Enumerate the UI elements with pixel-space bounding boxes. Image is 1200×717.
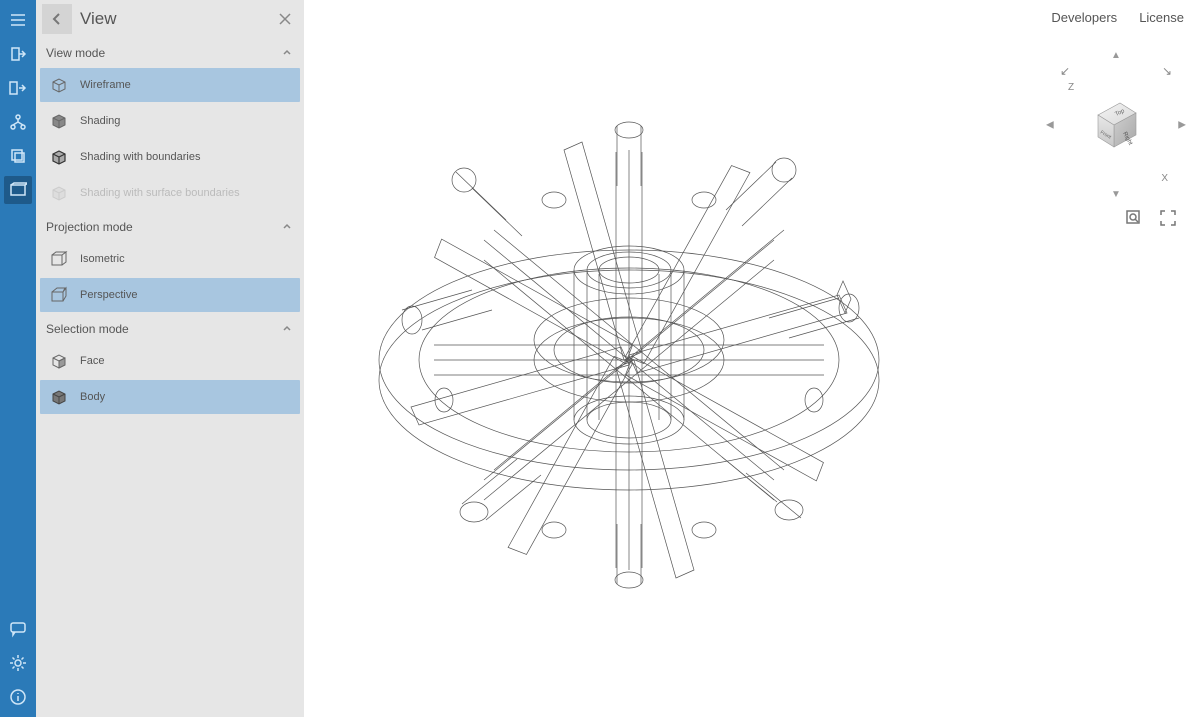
nav-right-icon[interactable]: ▶: [1178, 120, 1186, 131]
left-rail: [0, 0, 36, 717]
chevron-up-icon: [282, 220, 292, 234]
zoom-fit-icon[interactable]: [1124, 208, 1144, 228]
import-icon[interactable]: [4, 40, 32, 68]
body-sel-icon: [48, 386, 70, 408]
panel-title: View: [80, 9, 117, 29]
close-icon[interactable]: [276, 10, 294, 28]
cube-wire-icon: [48, 74, 70, 96]
option-label: Isometric: [80, 253, 125, 265]
cube-surf-icon: [48, 182, 70, 204]
section-selection-mode[interactable]: Selection mode: [36, 314, 304, 344]
fullscreen-icon[interactable]: [1158, 208, 1178, 228]
view-tools: [1124, 208, 1178, 228]
nav-rotate-cw-icon[interactable]: ↘: [1162, 64, 1172, 78]
option-isometric[interactable]: Isometric: [40, 242, 300, 276]
info-icon[interactable]: [4, 683, 32, 711]
chat-icon[interactable]: [4, 615, 32, 643]
axis-z-label: Z: [1068, 82, 1074, 93]
view-panel: View View mode Wireframe Shading: [36, 0, 304, 717]
box-persp-icon: [48, 284, 70, 306]
nav-down-icon[interactable]: ▼: [1111, 189, 1121, 200]
cube-edge-icon: [48, 146, 70, 168]
navcube-cube[interactable]: Top Right Front: [1088, 95, 1144, 151]
option-perspective[interactable]: Perspective: [40, 278, 300, 312]
section-title: View mode: [46, 46, 105, 60]
face-sel-icon: [48, 350, 70, 372]
option-label: Shading with boundaries: [80, 151, 200, 163]
option-label: Face: [80, 355, 104, 367]
section-title: Projection mode: [46, 220, 133, 234]
back-button[interactable]: [42, 4, 72, 34]
option-body[interactable]: Body: [40, 380, 300, 414]
option-label: Perspective: [80, 289, 137, 301]
navcube: ▲ ▼ ◀ ▶ ↙ ↘ Z X Top Right: [1046, 50, 1186, 200]
nav-left-icon[interactable]: ◀: [1046, 120, 1054, 131]
export-icon[interactable]: [4, 74, 32, 102]
top-links: Developers License: [1051, 10, 1184, 25]
option-label: Body: [80, 391, 105, 403]
option-wireframe[interactable]: Wireframe: [40, 68, 300, 102]
section-title: Selection mode: [46, 322, 129, 336]
axis-x-label: X: [1161, 173, 1168, 184]
option-shading-boundaries[interactable]: Shading with boundaries: [40, 140, 300, 174]
option-face[interactable]: Face: [40, 344, 300, 378]
nav-up-icon[interactable]: ▲: [1111, 50, 1121, 61]
wireframe-model: [344, 60, 904, 620]
layers-icon[interactable]: [4, 142, 32, 170]
view-icon[interactable]: [4, 176, 32, 204]
option-label: Shading: [80, 115, 120, 127]
section-projection-mode[interactable]: Projection mode: [36, 212, 304, 242]
option-label: Shading with surface boundaries: [80, 187, 240, 199]
box-iso-icon: [48, 248, 70, 270]
license-link[interactable]: License: [1139, 10, 1184, 25]
tree-icon[interactable]: [4, 108, 32, 136]
nav-rotate-ccw-icon[interactable]: ↙: [1060, 64, 1070, 78]
option-label: Wireframe: [80, 79, 131, 91]
panel-header: View: [36, 0, 304, 38]
chevron-up-icon: [282, 322, 292, 336]
viewport[interactable]: Developers License ▲ ▼ ◀ ▶ ↙ ↘ Z X: [304, 0, 1200, 717]
option-shading[interactable]: Shading: [40, 104, 300, 138]
option-shading-surface: Shading with surface boundaries: [40, 176, 300, 210]
menu-icon[interactable]: [4, 6, 32, 34]
chevron-up-icon: [282, 46, 292, 60]
developers-link[interactable]: Developers: [1051, 10, 1117, 25]
cube-solid-icon: [48, 110, 70, 132]
section-view-mode[interactable]: View mode: [36, 38, 304, 68]
settings-icon[interactable]: [4, 649, 32, 677]
